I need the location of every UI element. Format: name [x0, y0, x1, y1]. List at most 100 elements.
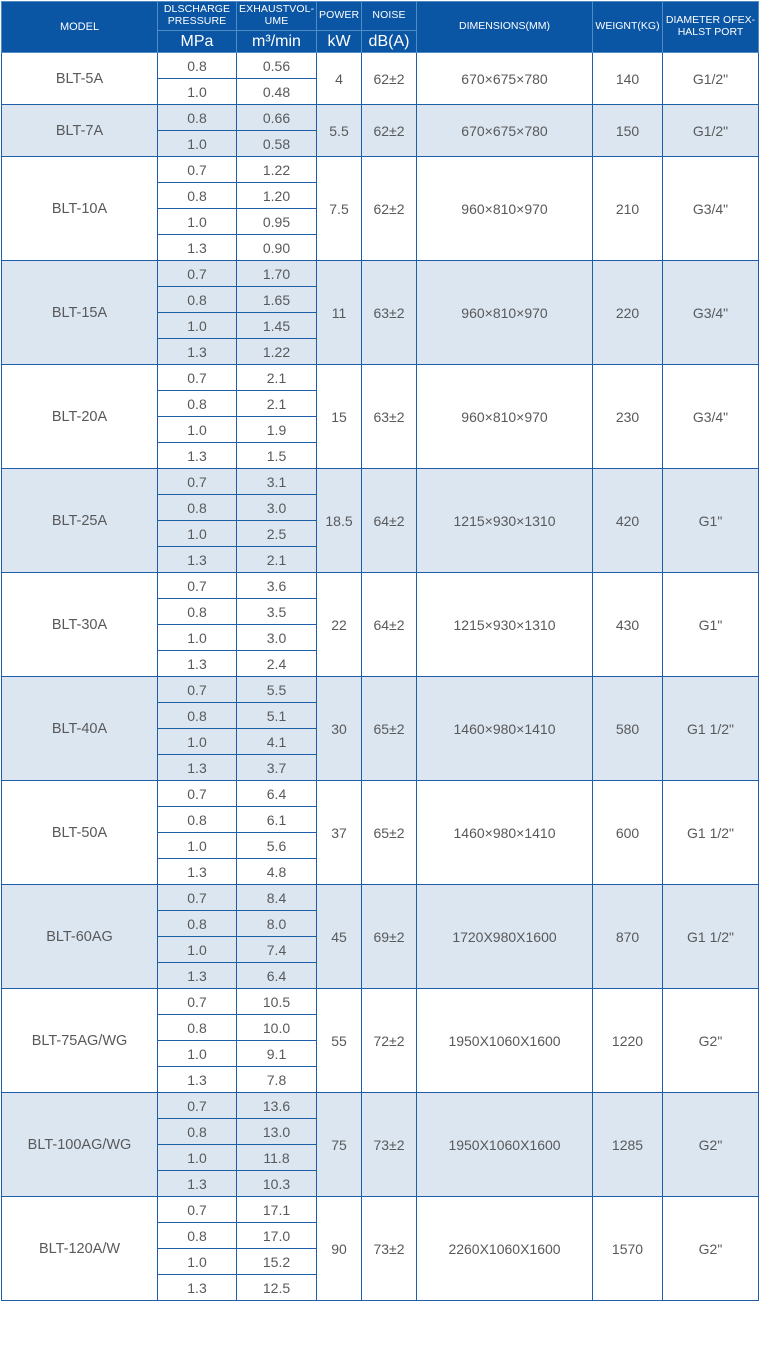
cell-volume: 3.7: [236, 754, 317, 782]
cell-noise: 62±2: [361, 156, 417, 262]
cell-volume: 10.0: [236, 1014, 317, 1042]
cell-model: BLT-50A: [1, 780, 158, 886]
table-row: 0.8 17.0: [2, 1222, 759, 1250]
cell-pressure: 0.8: [157, 286, 237, 314]
cell-noise: 64±2: [361, 572, 417, 678]
cell-power: 18.5: [316, 468, 362, 574]
table-row: BLT-100AG/WG 0.7 13.6 75 73±2 1950X1060X1600 1…: [1, 1092, 759, 1198]
cell-dimensions: 960×810×970: [416, 364, 593, 470]
cell-noise: 62±2: [361, 52, 417, 106]
cell-weight: 600: [592, 780, 663, 886]
cell-pressure: 0.8: [157, 598, 237, 626]
table-row: 1.3 12.5: [2, 1274, 759, 1302]
cell-volume: 17.0: [236, 1222, 317, 1250]
cell-weight: 1570: [592, 1196, 663, 1302]
header-row-primary: MODEL DLSCHARGE PRESSURE EXHAUSTVOL-UME …: [1, 0, 759, 54]
cell-pressure: 0.7: [157, 988, 237, 1016]
table-row: BLT-40A 0.7 5.5 30 65±2 1460×980×1410 580 G1 1/…: [1, 676, 759, 782]
cell-weight: 870: [592, 884, 663, 990]
cell-pressure: 1.0: [157, 416, 237, 444]
cell-pressure: 0.8: [157, 1222, 237, 1250]
cell-pressure: 1.0: [157, 832, 237, 860]
cell-noise: 73±2: [361, 1196, 417, 1302]
cell-noise: 63±2: [361, 364, 417, 470]
cell-noise: 69±2: [361, 884, 417, 990]
cell-dimensions: 670×675×780: [416, 104, 593, 158]
cell-weight: 430: [592, 572, 663, 678]
cell-volume: 8.4: [236, 884, 317, 912]
cell-pressure: 1.3: [157, 1274, 237, 1302]
table-row: 0.8 13.0: [2, 1118, 759, 1146]
table-row: 1.0 15.2: [2, 1248, 759, 1276]
cell-port: G3/4": [662, 364, 759, 470]
cell-volume: 4.1: [236, 728, 317, 756]
cell-dimensions: 1720X980X1600: [416, 884, 593, 990]
cell-dimensions: 1215×930×1310: [416, 468, 593, 574]
cell-noise: 64±2: [361, 468, 417, 574]
cell-port: G1/2": [662, 52, 759, 106]
table-row: 1.3 3.7: [2, 754, 759, 782]
table-row: 0.8 6.1: [2, 806, 759, 834]
cell-volume: 1.5: [236, 442, 317, 470]
cell-pressure: 1.3: [157, 962, 237, 990]
cell-port: G1": [662, 572, 759, 678]
cell-volume: 13.0: [236, 1118, 317, 1146]
cell-pressure: 1.3: [157, 1066, 237, 1094]
cell-noise: 63±2: [361, 260, 417, 366]
cell-power: 7.5: [316, 156, 362, 262]
cell-volume: 3.5: [236, 598, 317, 626]
table-row: BLT-20A 0.7 2.1 15 63±2 960×810×970 230 G3/4": [1, 364, 759, 470]
header-unit-mpa: MPa: [157, 29, 237, 54]
cell-pressure: 1.3: [157, 1170, 237, 1198]
table-row: 1.3 1.5: [2, 442, 759, 470]
cell-pressure: 0.8: [157, 52, 237, 80]
table-row: BLT-75AG/WG 0.7 10.5 55 72±2 1950X1060X1600 12…: [1, 988, 759, 1094]
cell-pressure: 1.3: [157, 442, 237, 470]
header-weight: WEIGNT(KG): [592, 0, 663, 54]
header-model: MODEL: [1, 0, 158, 54]
table-row: 0.8 3.5: [2, 598, 759, 626]
cell-noise: 73±2: [361, 1092, 417, 1198]
table-row: BLT-50A 0.7 6.4 37 65±2 1460×980×1410 600 G1 1/…: [1, 780, 759, 886]
table-row: 1.3 1.22: [2, 338, 759, 366]
table-body: BLT-5A 0.8 0.56 4 62±2 670×675×780 140 G1/2" 1.0…: [1, 52, 759, 1302]
cell-pressure: 1.0: [157, 1144, 237, 1172]
cell-pressure: 0.7: [157, 780, 237, 808]
cell-pressure: 1.3: [157, 858, 237, 886]
cell-pressure: 0.7: [157, 364, 237, 392]
cell-port: G2": [662, 1196, 759, 1302]
cell-pressure: 1.3: [157, 546, 237, 574]
cell-model: BLT-25A: [1, 468, 158, 574]
cell-pressure: 0.7: [157, 1196, 237, 1224]
cell-volume: 1.70: [236, 260, 317, 288]
cell-volume: 17.1: [236, 1196, 317, 1224]
cell-weight: 580: [592, 676, 663, 782]
cell-pressure: 0.7: [157, 1092, 237, 1120]
table-header: MODEL DLSCHARGE PRESSURE EXHAUSTVOL-UME …: [1, 0, 759, 54]
cell-pressure: 1.0: [157, 312, 237, 340]
cell-pressure: 1.0: [157, 728, 237, 756]
cell-volume: 6.4: [236, 780, 317, 808]
cell-dimensions: 670×675×780: [416, 52, 593, 106]
cell-noise: 62±2: [361, 104, 417, 158]
cell-volume: 2.1: [236, 390, 317, 418]
cell-volume: 0.48: [236, 78, 317, 106]
cell-weight: 150: [592, 104, 663, 158]
cell-volume: 1.22: [236, 338, 317, 366]
cell-volume: 11.8: [236, 1144, 317, 1172]
table-row: 1.0 0.95: [2, 208, 759, 236]
table-row: BLT-15A 0.7 1.70 11 63±2 960×810×970 220 G3/4": [1, 260, 759, 366]
cell-power: 75: [316, 1092, 362, 1198]
cell-port: G2": [662, 1092, 759, 1198]
cell-pressure: 0.7: [157, 156, 237, 184]
table-row: 1.0 7.4: [2, 936, 759, 964]
table-row: BLT-120A/W 0.7 17.1 90 73±2 2260X1060X1600 157…: [1, 1196, 759, 1302]
cell-pressure: 1.3: [157, 650, 237, 678]
table-row: BLT-25A 0.7 3.1 18.5 64±2 1215×930×1310 420 G1": [1, 468, 759, 574]
compressor-specification-table: MODEL DLSCHARGE PRESSURE EXHAUSTVOL-UME …: [1, 0, 759, 1302]
cell-dimensions: 1460×980×1410: [416, 676, 593, 782]
cell-pressure: 1.0: [157, 208, 237, 236]
cell-power: 45: [316, 884, 362, 990]
cell-dimensions: 1950X1060X1600: [416, 1092, 593, 1198]
cell-pressure: 0.7: [157, 260, 237, 288]
